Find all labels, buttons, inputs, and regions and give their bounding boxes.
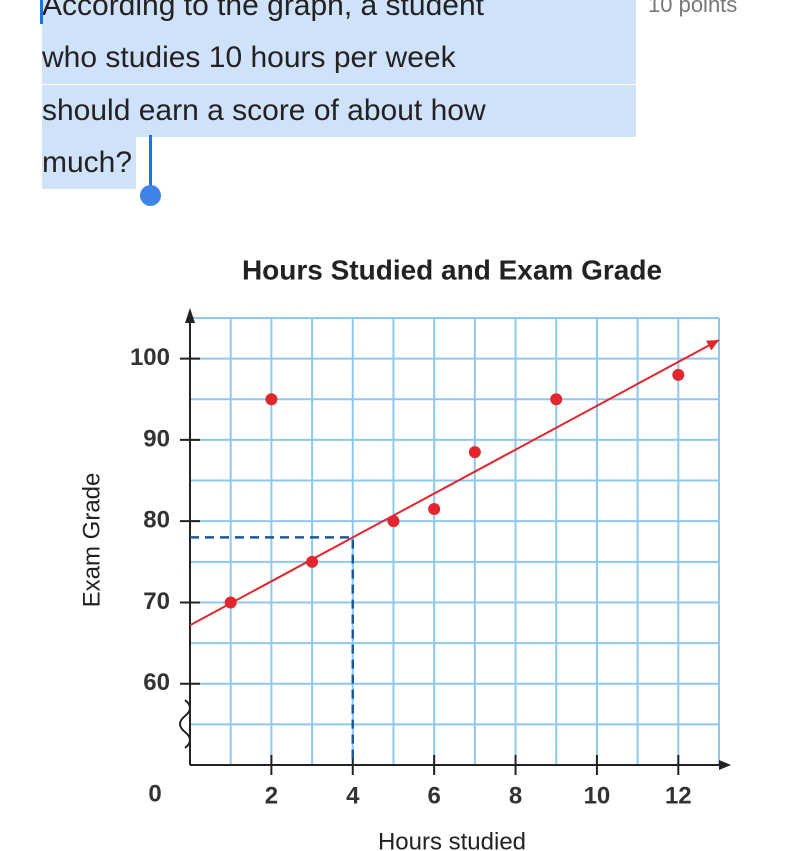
point [468, 446, 481, 459]
text-cursor [149, 135, 152, 191]
point [672, 368, 685, 381]
point [387, 515, 400, 528]
selection-handle [40, 0, 43, 24]
x-tick-label: 8 [509, 782, 522, 809]
trend-line [189, 339, 720, 627]
x-axis-arrow [719, 760, 731, 770]
y-tick-label: 90 [143, 425, 170, 452]
x-tick-label: 10 [584, 782, 611, 809]
question-line: much? [42, 137, 137, 189]
points: 10 points [648, 0, 738, 17]
axis-break [179, 699, 191, 749]
trend-arrow [706, 339, 719, 351]
y-tick-label: 80 [143, 507, 170, 534]
point [265, 393, 278, 406]
point [224, 596, 237, 609]
y-tick-label: 60 [143, 669, 170, 696]
question-line: who studies 10 hours per week [42, 32, 636, 84]
point [428, 502, 441, 515]
question-line: should earn a score of about how [42, 85, 636, 137]
selection-handle[interactable] [140, 185, 161, 206]
x-tick-label: 2 [265, 782, 278, 809]
point [550, 393, 563, 406]
y-axis-label: Exam Grade [78, 473, 105, 608]
x-tick-label: 6 [427, 782, 440, 809]
y-tick-label: 100 [130, 344, 170, 371]
origin-label: 0 [148, 780, 161, 807]
chart-title: Hours Studied and Exam Grade [242, 254, 662, 285]
point [306, 555, 319, 568]
x-tick-label: 12 [665, 782, 692, 809]
x-tick-label: 4 [346, 782, 360, 809]
y-tick-label: 70 [143, 588, 170, 615]
x-axis-label: Hours studied [378, 828, 526, 851]
y-axis-arrow [185, 308, 195, 323]
question-line: According to the graph, a student [42, 0, 636, 32]
